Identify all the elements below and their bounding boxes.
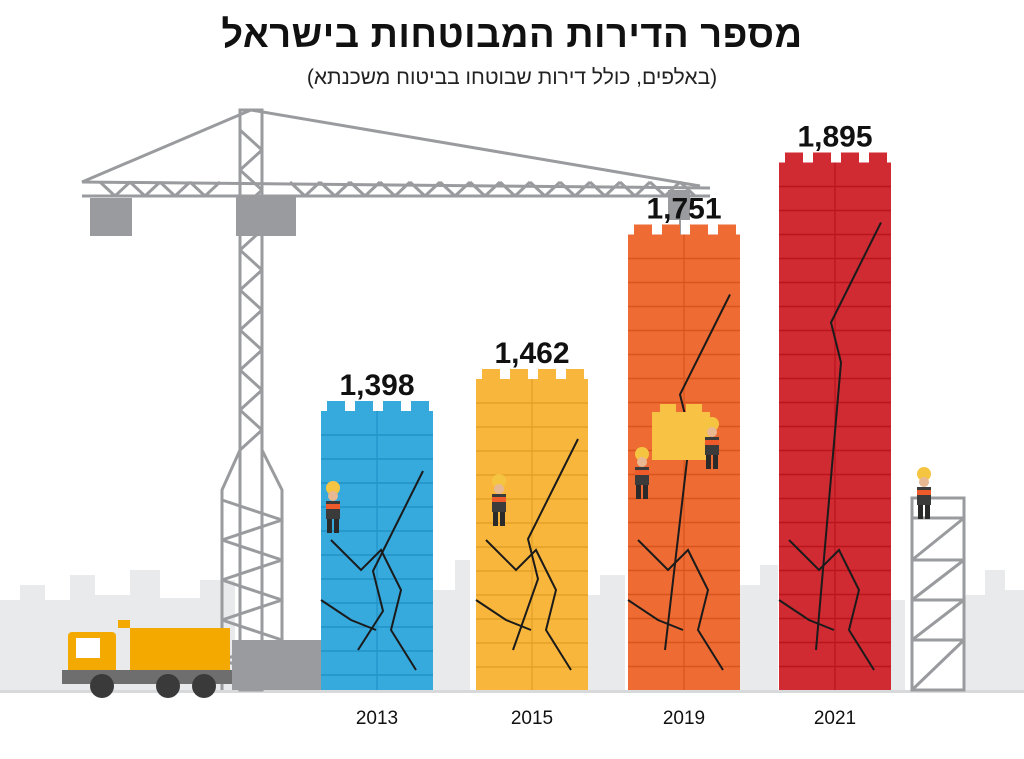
bar-value-label: 1,895: [797, 121, 872, 154]
bar-stud: [841, 152, 859, 164]
bar-stud: [482, 369, 500, 380]
crack-line: [512, 438, 579, 651]
worker-figure: [326, 481, 340, 533]
hanging-block-stud: [660, 404, 676, 414]
crack-line: [627, 599, 684, 631]
crane-fill: [90, 190, 690, 690]
bar-stud: [538, 369, 556, 380]
x-tick-label: 2021: [814, 708, 856, 729]
x-tick-label: 2013: [356, 708, 398, 729]
bar-stud: [383, 401, 401, 412]
bar-stud: [785, 152, 803, 164]
bar-stud: [869, 152, 887, 164]
worker-figure: [492, 474, 506, 526]
bar-stud: [566, 369, 584, 380]
bar-2015: [475, 369, 588, 690]
bar-stud: [411, 401, 429, 412]
truck-illustration: [62, 620, 232, 698]
crack-line: [815, 222, 882, 651]
crack-line: [357, 470, 424, 651]
crane-illustration: [81, 108, 711, 692]
ground-line: [0, 690, 1024, 693]
bar-stud: [510, 369, 528, 380]
hanging-block: [652, 412, 710, 460]
crack-line: [788, 539, 875, 671]
bar-2013: [320, 401, 433, 690]
bar-value-label: 1,462: [494, 337, 569, 370]
x-tick-label: 2015: [511, 708, 553, 729]
crack-line: [637, 539, 724, 671]
crack-line: [320, 599, 377, 631]
bar-stud: [813, 152, 831, 164]
bars-layer: [320, 152, 891, 690]
crack-line: [664, 294, 731, 651]
labels-layer: 1,398 2013 1,462 2015 1,751 2019 1,895 2021: [339, 121, 872, 730]
chart-subtitle: (באלפים, כולל דירות שבוטחו בביטוח משכנתא…: [306, 66, 718, 89]
workers-layer: [326, 404, 931, 533]
x-tick-label: 2019: [663, 708, 705, 729]
bar-2021: [778, 152, 891, 690]
hanging-block-stud: [686, 404, 702, 414]
crack-line: [778, 599, 835, 631]
bar-stud: [718, 224, 736, 236]
worker-figure: [917, 467, 931, 519]
bar-stud: [327, 401, 345, 412]
crack-line: [330, 539, 417, 671]
worker-figure: [635, 447, 649, 499]
chart-title: מספר הדירות המבוטחות בישראל: [221, 14, 803, 56]
scaffold-illustration: [910, 496, 966, 692]
crack-line: [485, 539, 572, 671]
worker-figure: [705, 417, 719, 469]
bar-value-label: 1,398: [339, 369, 414, 402]
bar-stud: [355, 401, 373, 412]
bar-stud: [690, 224, 708, 236]
bar-value-label: 1,751: [646, 193, 721, 226]
bar-stud: [662, 224, 680, 236]
crack-line: [475, 599, 532, 631]
bar-stud: [634, 224, 652, 236]
